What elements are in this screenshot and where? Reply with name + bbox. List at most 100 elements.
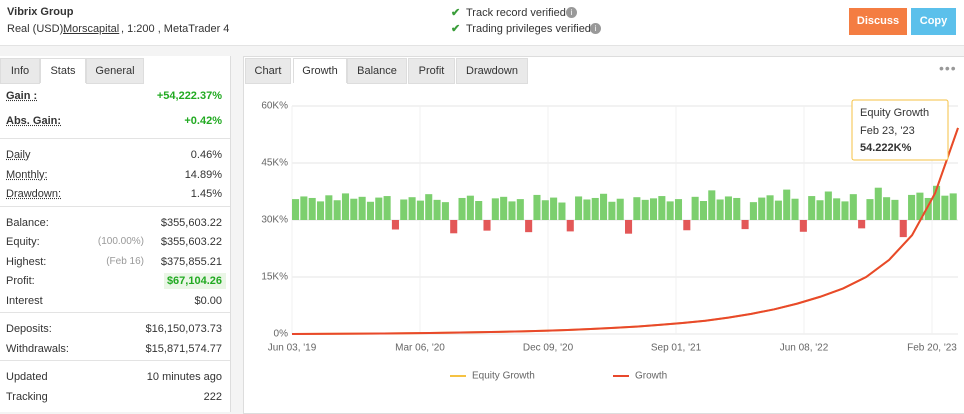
daily-bar	[491, 198, 499, 220]
chart-tab[interactable]: Profit	[408, 58, 455, 84]
stat-label: Drawdown:	[6, 188, 62, 200]
daily-bar	[316, 201, 325, 220]
daily-bar	[758, 197, 766, 220]
daily-bar	[849, 194, 857, 220]
daily-bar	[741, 220, 749, 230]
daily-bar	[558, 202, 566, 220]
x-tick-label: Mar 06, '20	[395, 343, 445, 354]
stat-value: 222	[203, 390, 222, 403]
daily-bar	[450, 220, 458, 234]
y-tick-label: 0%	[274, 329, 289, 340]
stat-value: 14.89%	[184, 168, 222, 181]
daily-bar	[341, 193, 350, 220]
growth-line	[291, 127, 959, 335]
daily-bar	[866, 199, 874, 220]
y-tick-label: 60K%	[261, 101, 288, 112]
daily-bar	[924, 197, 932, 220]
copy-button[interactable]: Copy	[911, 8, 956, 35]
daily-bar	[308, 197, 316, 220]
discuss-button[interactable]: Discuss	[849, 8, 907, 35]
daily-bar	[808, 196, 816, 220]
info-icon: i	[590, 23, 601, 34]
stat-note: (100.00%)	[97, 236, 144, 247]
daily-bar	[616, 198, 624, 220]
daily-bar	[633, 197, 641, 220]
chart-panel	[243, 56, 964, 414]
left-tab[interactable]: General	[86, 58, 144, 84]
stat-value: $0.00	[194, 294, 222, 307]
daily-bar	[366, 201, 375, 220]
stat-highlight	[164, 273, 226, 289]
daily-bar	[358, 196, 366, 220]
daily-bar	[575, 196, 583, 220]
daily-bar	[425, 194, 433, 220]
stat-value: $15,871,574.77	[145, 342, 222, 355]
daily-bar	[824, 191, 832, 220]
daily-bar	[600, 193, 608, 220]
daily-bar	[400, 199, 408, 220]
daily-bar	[858, 220, 866, 229]
stat-value: $67,104.26	[166, 275, 222, 287]
daily-bar	[625, 220, 633, 234]
daily-bar	[533, 194, 541, 220]
tooltip-value: 54.222K%	[860, 142, 912, 154]
y-tick-label: 45K%	[261, 158, 288, 169]
account-details: , 1:200 , MetaTrader 4	[121, 23, 230, 35]
daily-bar	[908, 194, 916, 220]
stat-note: (Feb 16)	[106, 255, 144, 267]
broker-link[interactable]: Morscapital	[63, 23, 120, 35]
stat-label: Abs. Gain:	[6, 115, 62, 127]
daily-bar	[941, 195, 949, 220]
stat-label: Withdrawals:	[6, 342, 69, 355]
legend-label: Equity Growth	[472, 371, 535, 382]
daily-bar	[666, 201, 674, 220]
daily-bar	[774, 200, 782, 220]
daily-bar	[799, 220, 807, 232]
stat-label: Balance:	[6, 216, 49, 229]
left-tab[interactable]: Stats	[40, 58, 86, 83]
legend-label: Growth	[635, 371, 667, 382]
daily-bar	[408, 197, 416, 220]
x-tick-label: Feb 20, '23	[907, 343, 957, 354]
menu-dots[interactable]: •••	[939, 60, 957, 76]
daily-bar	[466, 195, 474, 220]
daily-bar	[433, 199, 441, 220]
daily-bar	[441, 202, 449, 220]
daily-bar	[525, 220, 533, 233]
stat-value: $355,603.22	[160, 236, 222, 248]
stat-label: Deposits:	[6, 323, 52, 335]
check-icon: ✔	[451, 23, 461, 35]
daily-bar	[683, 220, 691, 231]
stat-label: Equity:	[6, 236, 40, 248]
daily-bar	[325, 195, 333, 220]
daily-bar	[883, 197, 891, 220]
chart-tab[interactable]: Balance	[347, 58, 407, 84]
stat-value: 10 minutes ago	[146, 371, 222, 383]
daily-bar	[641, 199, 649, 220]
stat-label: Interest	[6, 294, 43, 307]
daily-bar	[841, 201, 849, 220]
chart-tab[interactable]: Growth	[293, 58, 347, 83]
stat-value: $16,150,073.73	[145, 323, 222, 335]
tooltip-date: Feb 23, '23	[860, 125, 915, 137]
chart-tab[interactable]: Chart	[245, 58, 291, 84]
stat-value: +54,222.37%	[156, 90, 222, 102]
daily-bar	[816, 200, 824, 220]
daily-bar	[508, 201, 516, 220]
account-type: Real (USD),	[7, 23, 67, 35]
daily-bar	[300, 196, 308, 220]
daily-bar	[416, 200, 424, 220]
daily-bar	[658, 196, 666, 220]
x-tick-label: Sep 01, '21	[651, 343, 702, 354]
daily-bar	[475, 201, 483, 220]
check-icon: ✔	[451, 7, 461, 19]
daily-bar	[608, 201, 616, 220]
chart-tab[interactable]: Drawdown	[456, 58, 528, 84]
stat-separator	[0, 138, 230, 139]
stat-label: Daily	[6, 149, 31, 161]
daily-bar	[783, 189, 791, 220]
left-tab[interactable]: Info	[0, 58, 40, 84]
stat-separator	[0, 360, 230, 361]
x-tick-label: Jun 03, '19	[268, 343, 317, 354]
